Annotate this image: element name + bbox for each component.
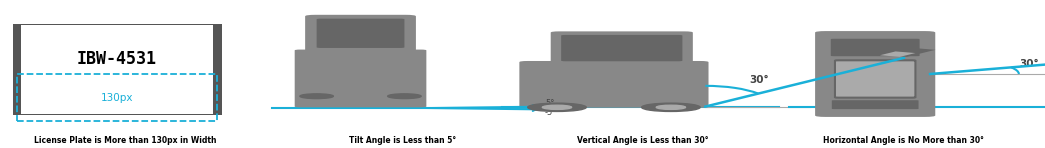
Text: 30°: 30° [1019,59,1039,69]
Circle shape [528,103,586,111]
Circle shape [388,94,421,99]
FancyBboxPatch shape [551,31,693,66]
FancyBboxPatch shape [305,15,416,55]
Bar [13,24,222,115]
Text: 30°: 30° [749,75,769,85]
FancyBboxPatch shape [831,39,920,56]
Polygon shape [873,47,935,57]
FancyBboxPatch shape [815,31,935,117]
FancyBboxPatch shape [835,60,915,98]
Text: IBW-4531: IBW-4531 [77,50,157,67]
FancyBboxPatch shape [295,50,426,107]
FancyBboxPatch shape [832,100,919,109]
FancyBboxPatch shape [519,61,709,108]
Text: 130px: 130px [100,92,134,103]
Circle shape [656,105,686,109]
Text: Horizontal Angle is No More than 30°: Horizontal Angle is No More than 30° [823,136,984,145]
Circle shape [867,48,882,50]
Text: License Plate is More than 130px in Width: License Plate is More than 130px in Widt… [34,136,216,145]
Bar [17,74,217,121]
Text: Tilt Angle is Less than 5°: Tilt Angle is Less than 5° [349,136,456,145]
Circle shape [542,105,572,109]
Text: Vertical Angle is Less than 30°: Vertical Angle is Less than 30° [577,136,709,145]
Text: -5°: -5° [545,108,557,117]
Circle shape [642,103,700,111]
Bar [21,25,213,114]
Text: 5°: 5° [545,99,555,108]
FancyBboxPatch shape [561,35,682,61]
FancyBboxPatch shape [317,19,404,48]
Circle shape [300,94,333,99]
Polygon shape [880,51,915,57]
Circle shape [867,103,882,105]
